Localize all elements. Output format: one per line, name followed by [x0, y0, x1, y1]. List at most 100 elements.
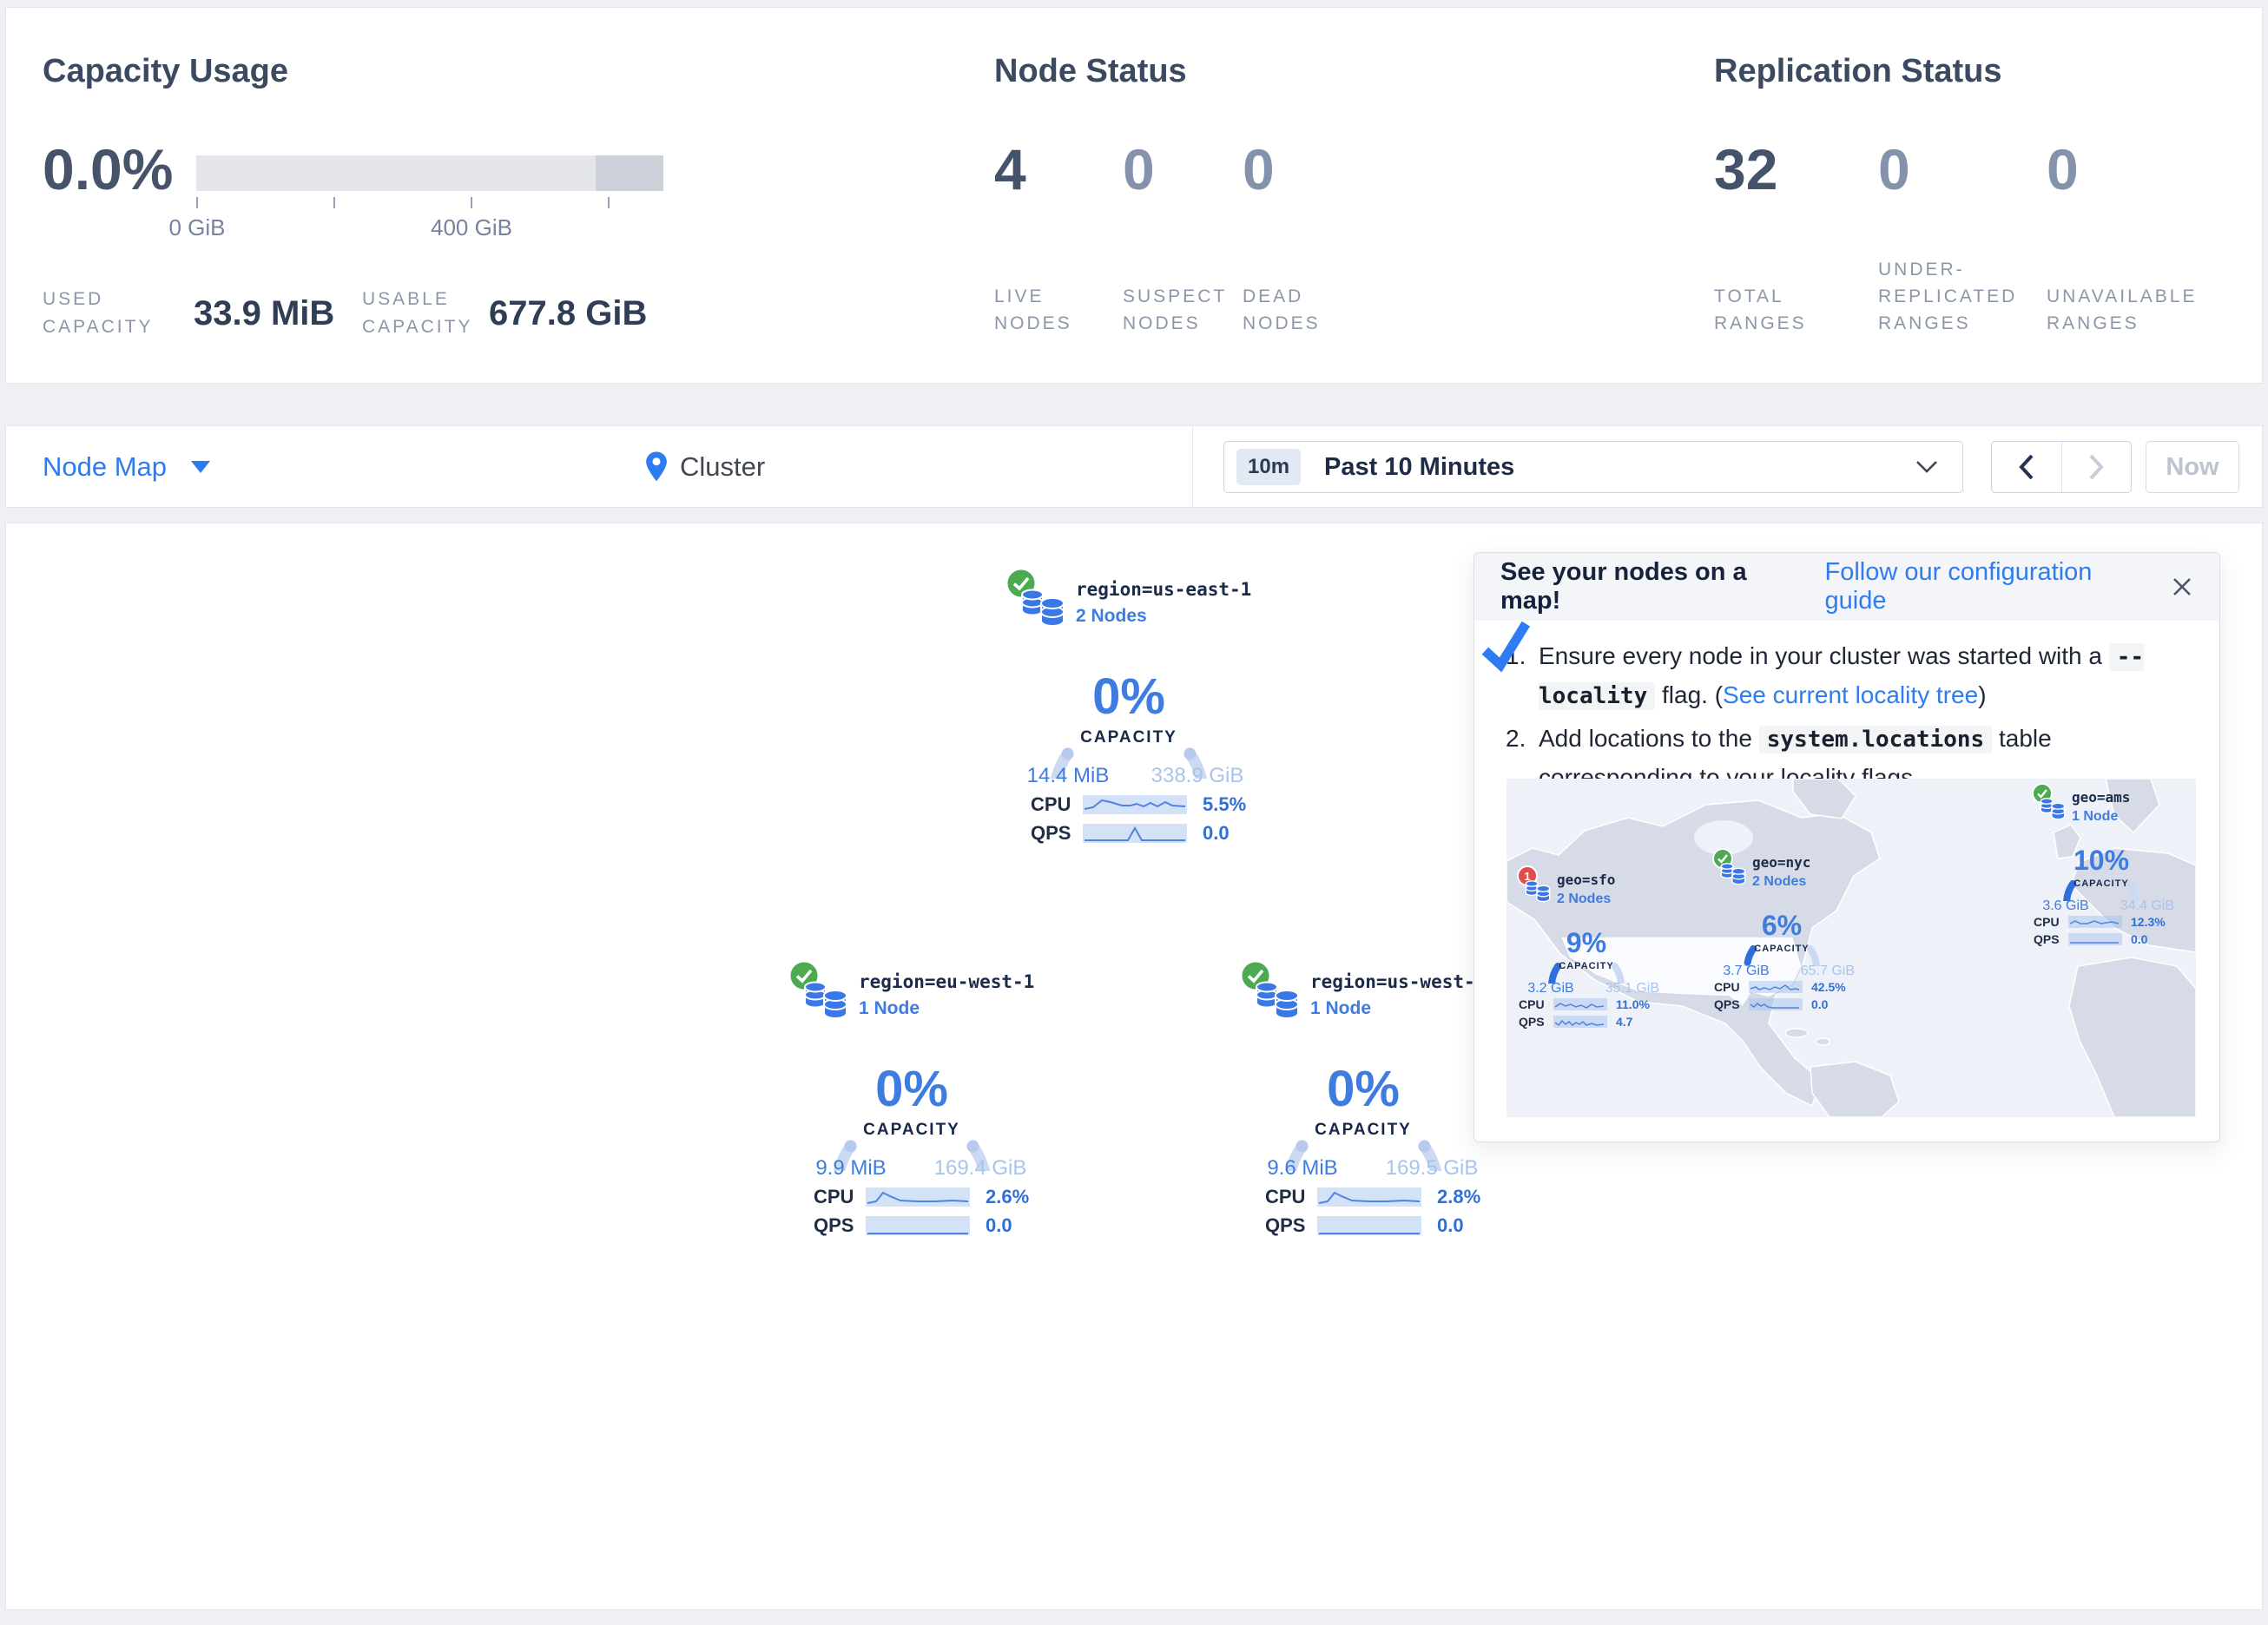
- view-mode-dropdown[interactable]: Node Map: [43, 426, 211, 507]
- system-locations-code: system.locations: [1758, 725, 1993, 753]
- qps-sparkline: [866, 1216, 970, 1235]
- breadcrumb[interactable]: Cluster: [643, 426, 765, 507]
- close-icon: [2173, 578, 2191, 595]
- popup-title: See your nodes on a map!: [1500, 558, 1747, 615]
- time-back-button[interactable]: [1992, 442, 2061, 492]
- capacity-usage-bar: [196, 155, 663, 191]
- capacity-used-value: 14.4 MiB: [1026, 764, 1110, 787]
- total-ranges-label: TOTAL RANGES: [1714, 286, 1807, 333]
- database-nodes-icon: [1256, 981, 1299, 1019]
- capacity-total-value: 169.5 GiB: [1385, 1156, 1479, 1180]
- unavailable-ranges-value: 0: [2047, 137, 2079, 201]
- cpu-value: 12.3%: [2131, 915, 2166, 929]
- live-nodes-value: 4: [994, 137, 1026, 201]
- now-button[interactable]: Now: [2146, 441, 2239, 493]
- now-button-label: Now: [2166, 452, 2219, 481]
- capacity-gauge-arc: [1284, 1140, 1442, 1171]
- breadcrumb-label: Cluster: [680, 451, 766, 482]
- region-card-us-west-1[interactable]: region=us-west-1 1 Node 0% CAPACITY 9.6 …: [1239, 956, 1536, 1251]
- chevron-down-icon: [191, 460, 211, 473]
- cpu-metric-row: CPU 2.8%: [1265, 1186, 1517, 1208]
- capacity-usage-title: Capacity Usage: [43, 53, 289, 89]
- capacity-caption: CAPACITY: [1754, 944, 1810, 954]
- qps-sparkline: [1553, 1016, 1607, 1028]
- region-locality-label: geo=ams: [2072, 789, 2131, 806]
- cpu-label: CPU: [1714, 980, 1740, 994]
- region-card-eu-west-1[interactable]: region=eu-west-1 1 Node 0% CAPACITY 9.9 …: [788, 956, 1085, 1251]
- error-count: 1: [1524, 870, 1530, 883]
- database-nodes-icon: [1021, 589, 1065, 627]
- step-text: Ensure every node in your cluster was st…: [1539, 642, 2145, 711]
- cpu-sparkline: [1083, 795, 1187, 814]
- time-forward-button[interactable]: [2060, 442, 2132, 492]
- region-locality-label: region=us-east-1: [1076, 579, 1252, 600]
- capacity-percent: 0%: [1092, 668, 1165, 725]
- capacity-gauge-arc: [833, 1140, 991, 1171]
- step-number: 2.: [1506, 724, 1526, 752]
- time-range-select[interactable]: 10m Past 10 Minutes: [1223, 441, 1963, 493]
- cpu-sparkline: [2068, 916, 2122, 928]
- cpu-label: CPU: [1519, 997, 1545, 1011]
- qps-metric-row: QPS 0.0: [814, 1214, 1065, 1237]
- node-status-title: Node Status: [994, 53, 1187, 89]
- cpu-metric-row: CPU 5.5%: [1031, 793, 1282, 816]
- qps-sparkline: [1083, 824, 1187, 843]
- setup-step-2: 2. Add locations to the system.locations…: [1506, 719, 2197, 798]
- region-nodes-link[interactable]: 1 Node: [1310, 998, 1372, 1018]
- usable-capacity-value: 677.8 GiB: [489, 294, 648, 332]
- cpu-metric-row: CPU 2.6%: [814, 1186, 1065, 1208]
- qps-value: 0.0: [986, 1214, 1012, 1236]
- qps-metric-row: QPS 0.0: [1265, 1214, 1517, 1237]
- cpu-metric-row: CPU 11.0%: [1519, 997, 1656, 1011]
- cpu-value: 42.5%: [1811, 980, 1846, 994]
- cpu-sparkline: [1749, 981, 1803, 993]
- qps-value: 0.0: [1811, 997, 1829, 1011]
- popup-header: See your nodes on a map! Follow our conf…: [1474, 553, 2219, 621]
- axis-tick: [333, 197, 335, 208]
- region-nodes-link[interactable]: 2 Nodes: [1076, 606, 1147, 626]
- region-nodes-link: 2 Nodes: [1752, 874, 1807, 889]
- used-capacity-label: USED CAPACITY: [43, 289, 154, 337]
- locality-tree-link[interactable]: See current locality tree: [1723, 681, 1979, 709]
- dead-nodes-value: 0: [1243, 137, 1275, 201]
- capacity-percent: 9%: [1566, 927, 1607, 958]
- time-pager: [1991, 441, 2132, 493]
- cpu-value: 2.6%: [986, 1186, 1030, 1207]
- under-replicated-value: 0: [1878, 137, 1910, 201]
- qps-label: QPS: [1265, 1214, 1306, 1236]
- qps-label: QPS: [1519, 1015, 1545, 1029]
- capacity-usage-percent: 0.0%: [43, 137, 174, 201]
- cpu-label: CPU: [814, 1186, 854, 1207]
- database-nodes-icon: [1720, 863, 1746, 885]
- capacity-reserved-segment: [596, 155, 663, 191]
- qps-value: 0.0: [1437, 1214, 1464, 1236]
- qps-label: QPS: [1031, 822, 1071, 844]
- capacity-total-value: 169.4 GiB: [933, 1156, 1027, 1180]
- capacity-percent: 10%: [2073, 845, 2130, 876]
- capacity-total-value: 338.9 GiB: [1150, 764, 1244, 787]
- completed-check-icon: [1481, 621, 1531, 673]
- region-nodes-link: 1 Node: [2072, 809, 2119, 824]
- qps-sparkline: [2068, 933, 2122, 945]
- usable-capacity-label: USABLE CAPACITY: [362, 289, 473, 337]
- capacity-total-value: 65.7 GiB: [1800, 964, 1855, 978]
- close-button[interactable]: [2171, 576, 2193, 598]
- axis-label-mid: 400 GiB: [431, 214, 512, 240]
- database-nodes-icon: [804, 981, 847, 1019]
- configuration-guide-link[interactable]: Follow our configuration guide: [1824, 558, 2093, 615]
- mini-region-card-ams: geo=ams 1 Node 10% CAPACITY 3.6 GiB 34.4…: [2032, 783, 2174, 952]
- qps-metric-row: QPS 0.0: [2034, 932, 2171, 946]
- region-locality-label: region=us-west-1: [1310, 971, 1487, 992]
- region-card-us-east-1[interactable]: region=us-east-1 2 Nodes 0% CAPACITY 14.…: [1005, 563, 1302, 859]
- capacity-caption: CAPACITY: [1559, 961, 1614, 971]
- node-map-canvas: region=us-east-1 2 Nodes 0% CAPACITY 14.…: [5, 523, 2263, 1610]
- capacity-caption: CAPACITY: [863, 1121, 960, 1139]
- region-nodes-link[interactable]: 1 Node: [859, 998, 920, 1018]
- capacity-gauge-arc: [1050, 747, 1208, 779]
- capacity-used-value: 3.2 GiB: [1527, 981, 1574, 996]
- capacity-caption: CAPACITY: [1315, 1121, 1412, 1139]
- region-locality-label: geo=sfo: [1557, 872, 1616, 888]
- database-nodes-icon: [2040, 798, 2066, 820]
- qps-label: QPS: [814, 1214, 854, 1236]
